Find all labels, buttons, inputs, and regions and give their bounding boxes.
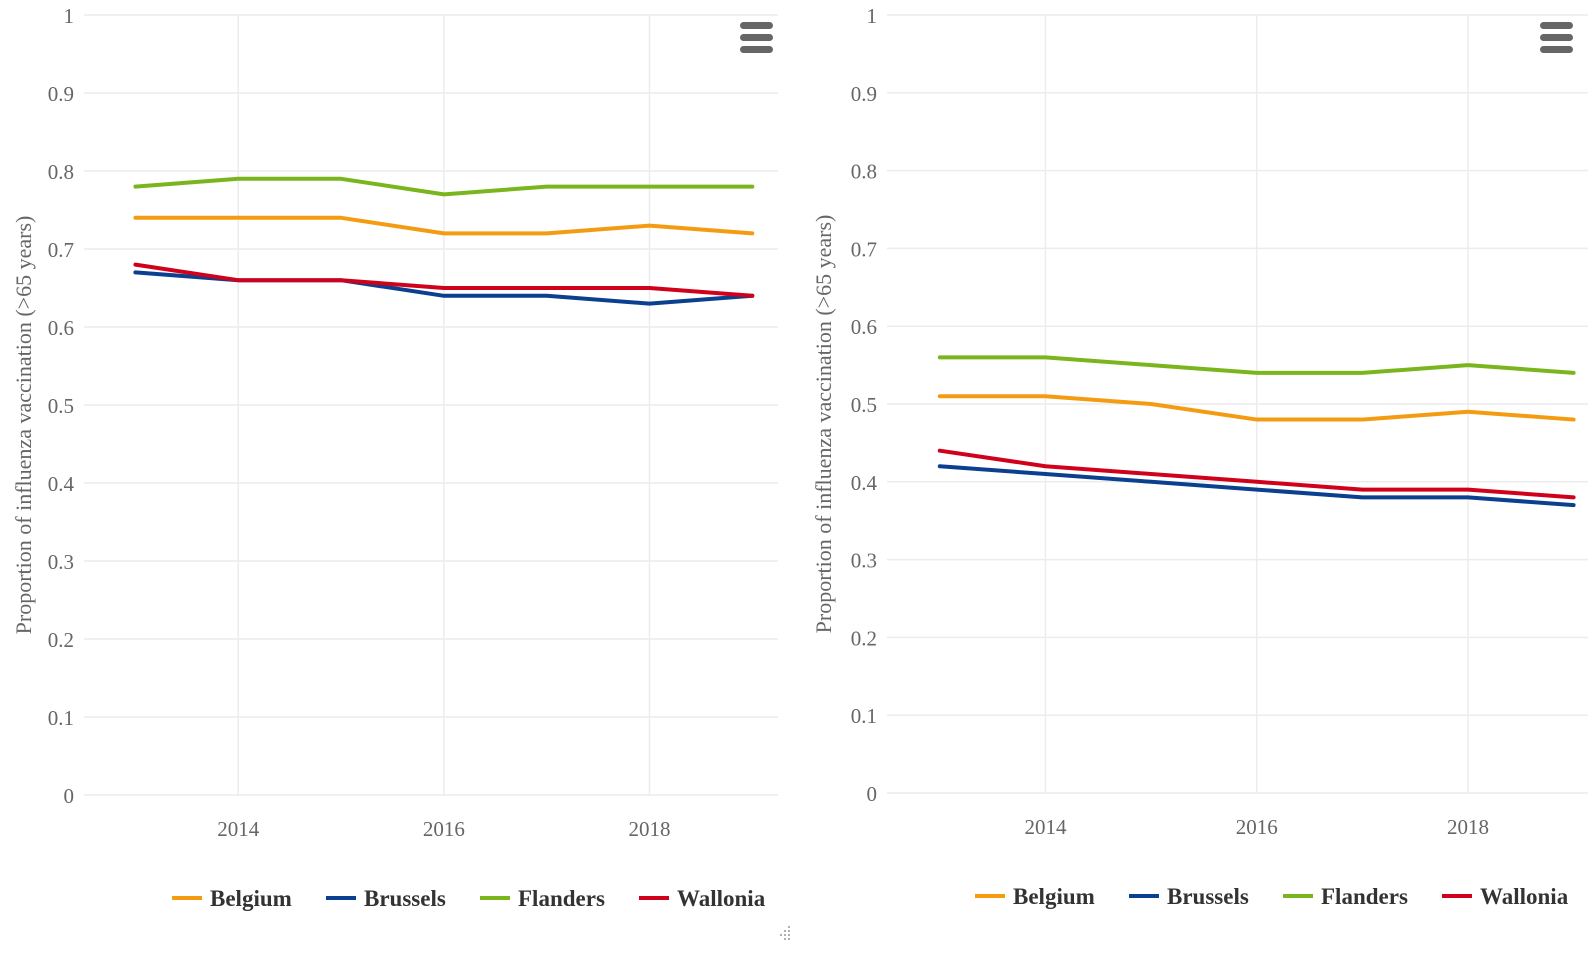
y-tick-label: 0.5	[851, 393, 877, 417]
x-tick-label: 2018	[628, 817, 670, 841]
series-group	[133, 176, 755, 306]
y-axis-title: Proportion of influenza vaccination (>65…	[811, 215, 836, 634]
y-axis-title: Proportion of influenza vaccination (>65…	[11, 216, 36, 635]
legend-item-belgium[interactable]: Belgium	[975, 884, 1095, 909]
line-chart-right: 0 0.1 0.2 0.3 0.4 0.5 0.6 0.7 0.8 0.9 1 2014 2016 201…	[811, 4, 1588, 909]
legend-label: Brussels	[1167, 884, 1249, 909]
legend-item-brussels[interactable]: Brussels	[1129, 884, 1249, 909]
chart-panel-left: 0 0.1 0.2 0.3 0.4 0.5 0.6 0.7 0.8 0.9 1 2014 2016 201…	[11, 4, 778, 911]
x-tick-label: 2014	[217, 817, 260, 841]
series-line-wallonia[interactable]	[937, 448, 1576, 500]
x-tick-label: 2018	[1447, 815, 1489, 839]
y-tick-label: 0.4	[851, 471, 878, 495]
legend-item-belgium[interactable]: Belgium	[172, 886, 292, 911]
legend-label: Belgium	[1013, 884, 1095, 909]
legend-label: Wallonia	[1480, 884, 1569, 909]
x-tick-label: 2016	[423, 817, 465, 841]
y-tick-label: 0.9	[851, 82, 877, 106]
series-line-flanders[interactable]	[133, 176, 755, 197]
legend-label: Belgium	[210, 886, 292, 911]
y-tick-label: 0.7	[48, 238, 74, 262]
series-group	[937, 355, 1576, 508]
series-line-wallonia[interactable]	[133, 262, 755, 298]
legend-label: Brussels	[364, 886, 446, 911]
y-tick-label: 0.8	[851, 160, 877, 184]
chart-panel-right: 0 0.1 0.2 0.3 0.4 0.5 0.6 0.7 0.8 0.9 1 2014 2016 201…	[800, 0, 1588, 957]
legend: Belgium Brussels Flanders Wallonia	[172, 886, 766, 911]
legend-label: Flanders	[518, 886, 605, 911]
menu-bar	[740, 22, 773, 29]
x-tick-label: 2016	[1236, 815, 1278, 839]
legend-item-flanders[interactable]: Flanders	[1283, 884, 1408, 909]
y-tick-label: 0.5	[48, 394, 74, 418]
legend-item-wallonia[interactable]: Wallonia	[639, 886, 766, 911]
menu-bar	[1540, 34, 1573, 41]
menu-bar	[1540, 22, 1573, 29]
x-tick-label: 2014	[1024, 815, 1067, 839]
y-tick-label: 0.1	[48, 706, 74, 730]
menu-bar	[1540, 46, 1573, 53]
legend-label: Wallonia	[677, 886, 766, 911]
y-tick-label: 1	[64, 4, 75, 28]
series-line-belgium[interactable]	[133, 215, 755, 236]
y-tick-label: 0.2	[851, 626, 877, 650]
legend-label: Flanders	[1321, 884, 1408, 909]
y-tick-label: 1	[867, 4, 878, 28]
y-tick-label: 0.2	[48, 628, 74, 652]
legend-item-flanders[interactable]: Flanders	[480, 886, 605, 911]
y-tick-label: 0.8	[48, 160, 74, 184]
y-tick-label: 0	[64, 784, 75, 808]
y-tick-label: 0.3	[48, 550, 74, 574]
line-chart-left: 0 0.1 0.2 0.3 0.4 0.5 0.6 0.7 0.8 0.9 1 2014 2016 201…	[11, 4, 778, 911]
series-line-brussels[interactable]	[937, 464, 1576, 508]
y-tick-label: 0.6	[48, 316, 74, 340]
menu-bar	[740, 46, 773, 53]
y-tick-label: 0.3	[851, 549, 877, 573]
y-tick-label: 0.7	[851, 237, 877, 261]
menu-bar	[740, 34, 773, 41]
gridlines	[84, 14, 778, 796]
y-tick-label: 0.1	[851, 704, 877, 728]
series-line-flanders[interactable]	[937, 355, 1576, 375]
hamburger-menu-icon[interactable]	[1540, 22, 1573, 53]
y-tick-label: 0	[867, 782, 878, 806]
y-tick-label: 0.9	[48, 82, 74, 106]
resize-grip-icon[interactable]	[770, 920, 794, 944]
y-tick-label: 0.6	[851, 315, 877, 339]
legend: Belgium Brussels Flanders Wallonia	[975, 884, 1569, 909]
legend-item-wallonia[interactable]: Wallonia	[1442, 884, 1569, 909]
legend-item-brussels[interactable]: Brussels	[326, 886, 446, 911]
hamburger-menu-icon[interactable]	[740, 22, 773, 53]
gridlines	[887, 14, 1588, 794]
y-tick-label: 0.4	[48, 472, 75, 496]
series-line-belgium[interactable]	[937, 394, 1576, 422]
